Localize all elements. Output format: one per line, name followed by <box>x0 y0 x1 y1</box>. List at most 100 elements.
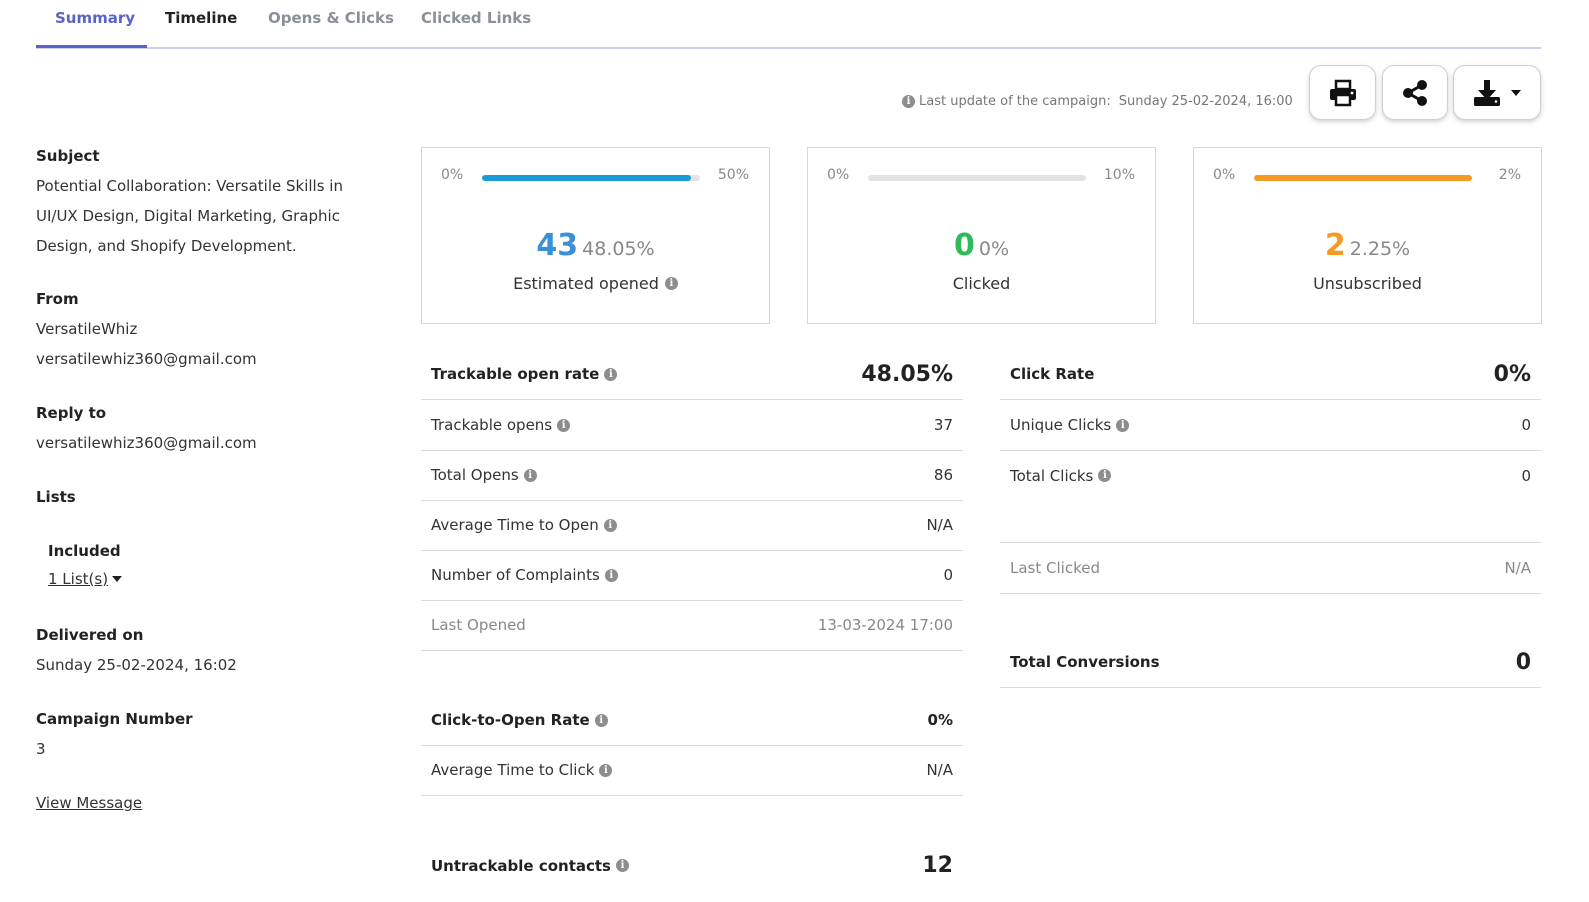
subject-text: Potential Collaboration: Versatile Skill… <box>36 171 376 261</box>
stat-caption: Clicked <box>808 274 1155 293</box>
tab-summary[interactable]: Summary <box>55 9 136 27</box>
caret-down-icon <box>112 575 123 582</box>
metric-value: 48.05% <box>861 361 953 387</box>
info-icon[interactable]: i <box>664 277 678 290</box>
delivered-value: Sunday 25-02-2024, 16:02 <box>36 656 237 674</box>
metric-label: Last Clicked <box>1010 559 1100 577</box>
last-update-label: Last update of the campaign: <box>919 94 1111 109</box>
stat-percent: 48.05% <box>582 238 655 260</box>
campaign-number-label: Campaign Number <box>36 710 193 728</box>
metric-label: Click-to-Open Rate <box>431 711 590 729</box>
info-icon[interactable]: i <box>557 418 571 432</box>
metric-row: Average Time to Click i N/A <box>421 745 963 796</box>
progress-bar <box>482 175 700 181</box>
stat-value: 43 48.05% <box>422 228 769 263</box>
campaign-number-value: 3 <box>36 740 46 758</box>
subject-line: Design, and Shopify Development. <box>36 237 297 255</box>
range-min: 0% <box>441 167 464 183</box>
reply-to-label: Reply to <box>36 404 107 422</box>
info-icon[interactable]: i <box>599 763 613 777</box>
tab-timeline[interactable]: Timeline <box>165 9 238 27</box>
info-icon[interactable]: i <box>1098 469 1112 482</box>
download-icon <box>1474 79 1500 106</box>
metric-label: Trackable open rate <box>431 365 600 383</box>
share-button[interactable] <box>1382 65 1448 120</box>
metric-value: 13-03-2024 17:00 <box>817 616 953 634</box>
from-label: From <box>36 290 79 308</box>
metric-row: Total Clicks i 0 <box>1000 450 1541 501</box>
view-message-link[interactable]: View Message <box>36 794 143 812</box>
metric-value: 0 <box>1515 649 1531 675</box>
metric-value: 86 <box>933 466 953 484</box>
progress-fill <box>1254 175 1472 181</box>
lists-label: Lists <box>36 488 76 506</box>
metric-label: Total Clicks <box>1010 466 1094 485</box>
metric-row: Unique Clicks i 0 <box>1000 400 1541 451</box>
stat-caption: Unsubscribed <box>1194 274 1541 293</box>
metric-label: Click Rate <box>1010 365 1095 383</box>
tab-clicked-links[interactable]: Clicked Links <box>421 9 532 27</box>
info-icon[interactable]: i <box>603 518 617 532</box>
print-button[interactable] <box>1309 65 1376 120</box>
info-icon[interactable]: i <box>594 713 608 727</box>
range-max: 2% <box>1498 167 1521 183</box>
tab-opens-clicks[interactable]: Opens & Clicks <box>268 9 394 27</box>
info-icon[interactable]: i <box>604 568 618 582</box>
tab-bar: Summary Timeline Opens & Clicks Clicked … <box>36 0 1541 49</box>
metric-value: N/A <box>926 761 953 779</box>
metric-value: 0 <box>1521 416 1531 434</box>
metric-value: 0% <box>927 711 953 729</box>
metric-label: Last Opened <box>431 616 526 634</box>
click-rate-row: Click Rate 0% <box>1000 349 1541 400</box>
stat-value: 0 0% <box>808 228 1155 263</box>
delivered-label: Delivered on <box>36 626 144 644</box>
divider <box>1000 542 1541 543</box>
metric-label: Trackable opens <box>431 416 553 434</box>
info-icon[interactable]: i <box>1116 418 1130 432</box>
metric-row: Number of Complaints i 0 <box>421 550 963 601</box>
metric-value: 0 <box>1521 466 1531 485</box>
info-icon: i <box>902 95 915 108</box>
progress-bar <box>868 175 1086 181</box>
metric-label: Total Conversions <box>1010 653 1160 671</box>
metric-label: Average Time to Open <box>431 516 599 534</box>
progress-fill <box>482 175 692 181</box>
click-to-open-rate-row: Click-to-Open Rate i 0% <box>421 695 963 746</box>
opened-card: 0% 50% 43 48.05% Estimated opened i <box>421 147 770 324</box>
metric-value: 0 <box>943 566 953 584</box>
range-min: 0% <box>827 167 850 183</box>
last-update: i Last update of the campaign: Sunday 25… <box>902 94 1293 109</box>
progress-bar <box>1254 175 1472 181</box>
info-icon[interactable]: i <box>523 468 537 482</box>
included-lists-link[interactable]: 1 List(s) <box>48 570 109 588</box>
metric-row: Trackable opens i 37 <box>421 400 963 451</box>
active-tab-indicator <box>36 45 147 48</box>
metric-label: Unique Clicks <box>1010 416 1112 434</box>
untrackable-contacts-row: Untrackable contacts i 12 <box>421 840 963 891</box>
info-icon[interactable]: i <box>615 859 629 872</box>
range-min: 0% <box>1213 167 1236 183</box>
included-lists-dropdown[interactable]: 1 List(s) <box>48 570 123 588</box>
chevron-down-icon <box>1511 89 1521 96</box>
stat-count: 0 <box>953 228 975 263</box>
info-icon[interactable]: i <box>604 367 618 381</box>
stat-caption-text: Clicked <box>952 274 1011 293</box>
metric-label: Untrackable contacts <box>431 856 611 875</box>
metric-value: 12 <box>922 853 953 878</box>
range-max: 10% <box>1103 167 1135 183</box>
download-button[interactable] <box>1453 65 1541 120</box>
metric-row: Total Opens i 86 <box>421 450 963 501</box>
from-email: versatilewhiz360@gmail.com <box>36 350 257 368</box>
print-icon <box>1329 79 1356 106</box>
reply-to-email: versatilewhiz360@gmail.com <box>36 434 257 452</box>
metric-label: Total Opens <box>431 466 519 484</box>
unsubscribed-card: 0% 2% 2 2.25% Unsubscribed <box>1193 147 1542 324</box>
subject-label: Subject <box>36 147 100 165</box>
metric-value: 37 <box>933 416 953 434</box>
total-conversions-row: Total Conversions 0 <box>1000 637 1541 688</box>
clicked-card: 0% 10% 0 0% Clicked <box>807 147 1156 324</box>
stat-caption-text: Estimated opened <box>513 274 659 293</box>
share-icon <box>1403 79 1427 106</box>
trackable-open-rate-row: Trackable open rate i 48.05% <box>421 349 963 400</box>
stat-caption-text: Unsubscribed <box>1313 274 1422 293</box>
